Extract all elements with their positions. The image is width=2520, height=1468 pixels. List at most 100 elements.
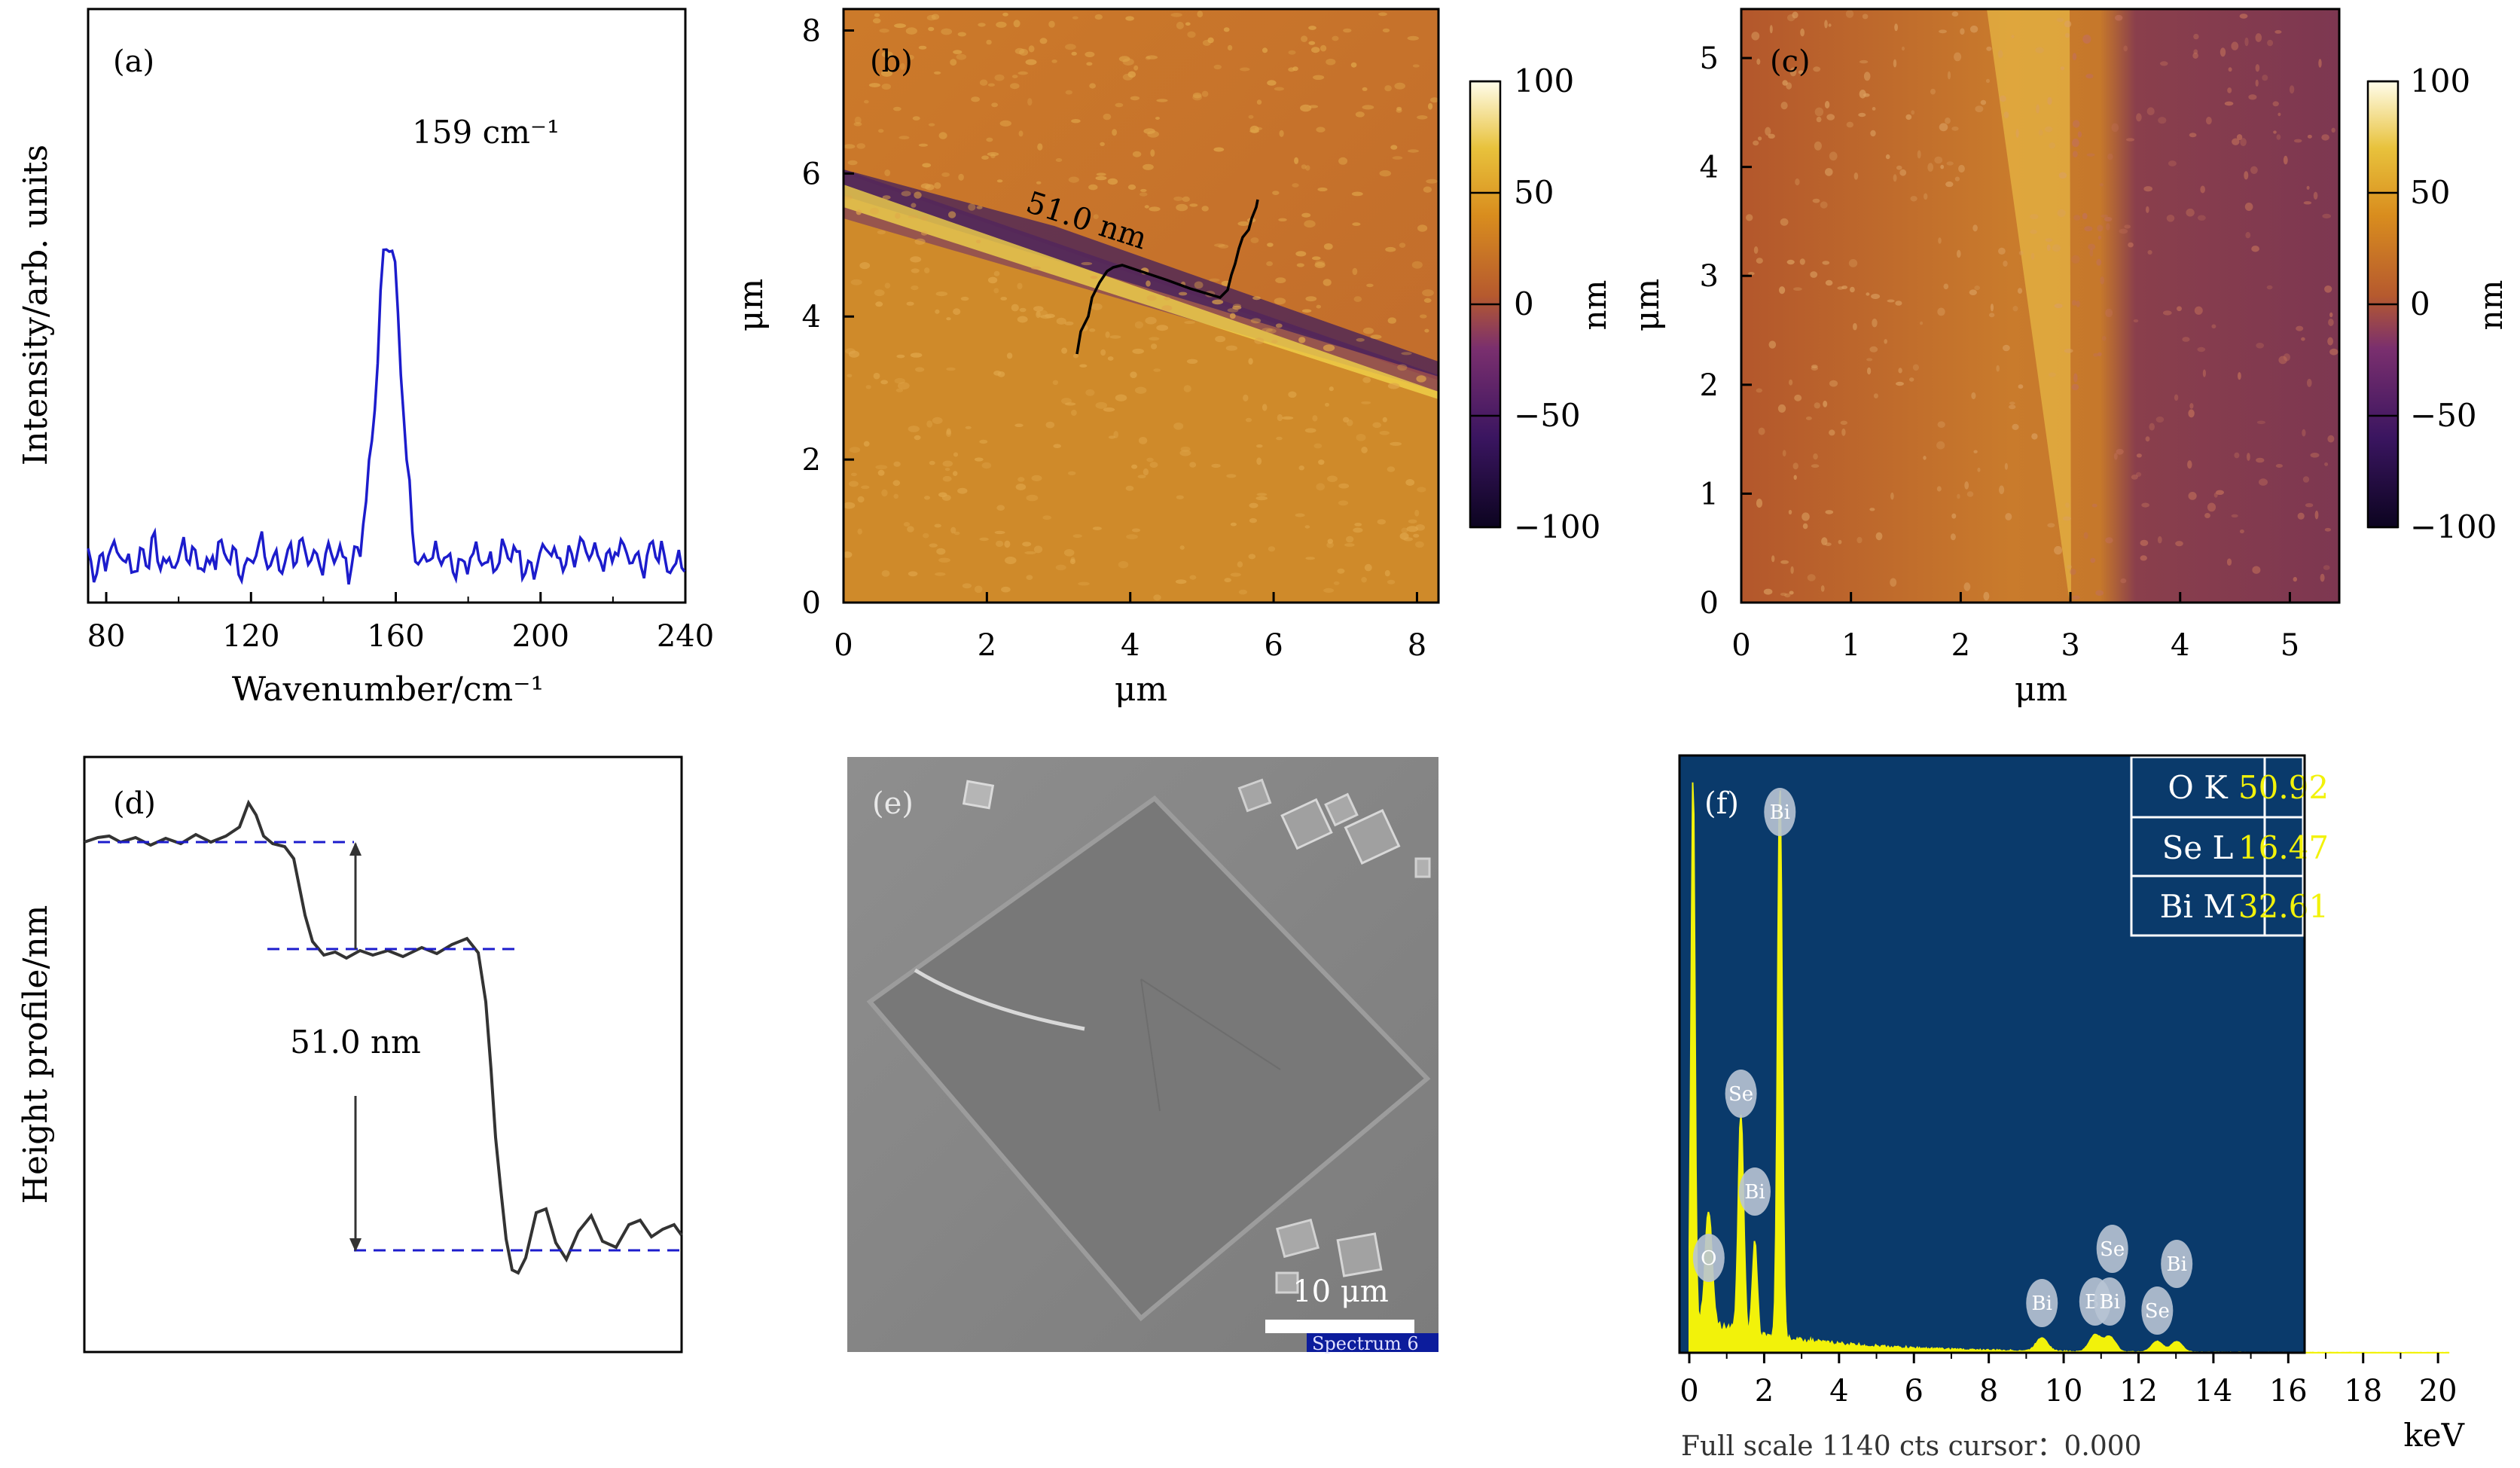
grain-dot [1788,509,1792,515]
grain-dot [2096,258,2102,266]
grain-dot [1256,493,1268,496]
grain-dot [856,209,862,215]
grain-dot [1980,99,1987,105]
grain-dot [975,240,981,244]
grain-dot [1215,335,1226,343]
peak-tag-bi: Bi [2161,1240,2193,1288]
peak-tag-text: Bi [2032,1293,2052,1315]
grain-dot [2324,285,2332,293]
grain-dot [2305,503,2314,508]
grain-dot [1859,60,1869,64]
grain-dot [1779,286,1786,295]
grain-dot [908,215,918,218]
grain-dot [1346,536,1354,543]
grain-dot [936,548,946,555]
grain-dot [892,106,902,111]
grain-dot [1820,585,1825,592]
grain-dot [2302,476,2310,483]
grain-dot [1052,380,1059,385]
y-tick-label: 6 [802,157,821,191]
grain-dot [1872,319,1878,328]
level-dashes [98,841,682,1252]
grain-dot [1986,46,1992,51]
grain-dot [1756,58,1761,65]
grain-dot [2131,475,2138,480]
grain-dot [1055,564,1066,571]
grain-dot [1753,140,1759,146]
grain-dot [1990,304,1994,312]
grain-dot [2046,244,2051,252]
grain-dot [1936,441,1945,450]
small-crystal [962,780,995,810]
small-crystal [1344,809,1401,865]
grain-dot [1092,526,1102,530]
grain-dot [1384,569,1390,577]
grain-dot [1954,52,1962,62]
x-tick-label: 0 [1731,628,1750,663]
grain-dot [1153,368,1161,372]
grain-dot [1930,88,1936,95]
grain-dot [1091,303,1103,310]
grain-dot [2329,348,2338,356]
grain-dot [1917,150,1921,159]
afm-grain-dots [842,11,1439,601]
grain-dot [1039,38,1048,44]
grain-dot [1230,572,1241,577]
grain-dot [2030,229,2038,234]
grain-dot [2004,462,2008,470]
grain-dot [2095,590,2104,596]
grain-dot [914,435,921,441]
grain-dot [1248,114,1254,119]
x-tick-label: 14 [2194,1374,2232,1408]
grain-dot [1305,296,1317,302]
grain-dot [1412,64,1420,68]
grain-dot [1304,220,1316,228]
grain-dot [1226,474,1237,478]
grain-dot [1153,594,1161,601]
grain-dot [897,382,910,390]
grain-dot [879,28,889,33]
panel-f-x-axis-label: keV [2403,1417,2464,1454]
grain-dot [1156,325,1169,331]
colorbar-b-unit: nm [1576,280,1613,331]
grain-dot [2310,453,2320,458]
grain-dot [848,481,859,487]
grain-dot [2065,502,2070,508]
panel-a-frame [87,8,687,604]
grain-dot [1423,298,1432,303]
grain-dot [924,267,930,273]
grain-dot [893,493,898,499]
step-height-label-d: 51.0 nm [290,1024,421,1061]
grain-dot [1146,280,1151,287]
grain-dot [2035,47,2044,53]
grain-dot [1397,364,1408,371]
grain-dot [2113,453,2118,460]
grain-dot [2036,104,2040,114]
flake-crack [1140,978,1161,1112]
height-profile-line [84,799,683,1275]
grain-dot [1042,515,1051,520]
peak-tag-text: Se [2100,1238,2125,1261]
grain-dot [1813,453,1818,460]
panel-b-x-axis-label: μm [1115,670,1167,709]
grain-dot [1387,383,1400,389]
raman-spectrum-line [87,248,686,585]
grain-dot [1399,243,1406,248]
grain-dot [1089,83,1096,89]
grain-dot [2327,435,2335,443]
grain-dot [908,426,920,432]
profile-line [1075,199,1259,355]
panel-f-label: (f) [1704,786,1739,821]
grain-dot [1829,429,1835,436]
grain-dot [2227,87,2232,93]
grain-dot [1125,16,1134,21]
panel-d-frame [83,755,683,1354]
panel-a-x-ticks [105,592,687,603]
panel-e-label: (e) [872,786,914,821]
grain-dot [1821,537,1828,545]
colorbar-tick-label: −50 [1514,397,1581,434]
scale-bar-label: 10 μm [1292,1274,1389,1309]
grain-dot [1118,56,1130,63]
x-tick-label: 0 [1679,1374,1698,1408]
grain-dot [1301,309,1312,313]
